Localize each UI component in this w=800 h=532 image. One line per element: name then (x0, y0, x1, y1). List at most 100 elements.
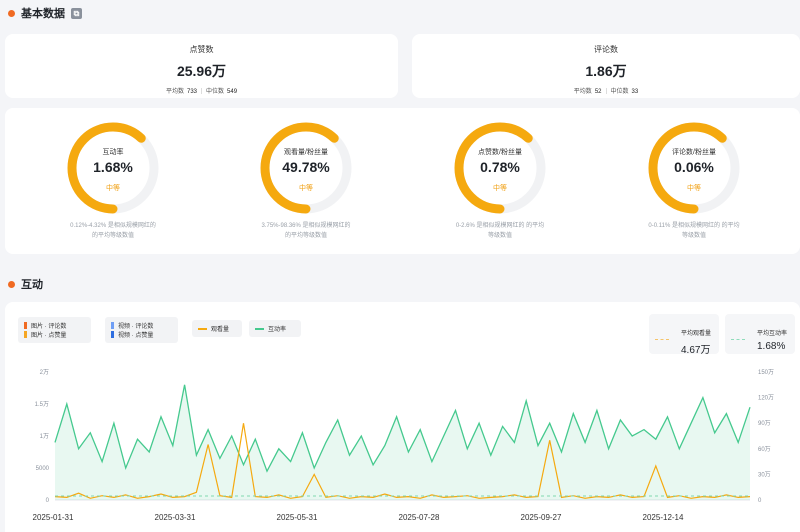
avg-views-box: 平均观看量 4.67万 (649, 314, 719, 356)
comments-card: 评论数 1.86万 平均数 52 中位数 33 (412, 34, 800, 98)
likes-card: 点赞数 25.96万 平均数 733 中位数 549 (5, 34, 398, 98)
gauge-value: 0.06% (674, 159, 714, 175)
comments-label: 评论数 (594, 45, 618, 54)
comments-avg-label: 平均数 (573, 89, 592, 95)
image-likes-swatch (24, 331, 27, 338)
likes-sub: 平均数 733 中位数 549 (5, 86, 398, 95)
avg-rate-label: 平均互动率 (757, 331, 788, 337)
comments-median-label: 中位数 (610, 89, 629, 95)
image-comments-swatch (24, 322, 27, 329)
legend-video[interactable]: 视频 · 评论数 视频 · 点赞量 (105, 317, 178, 343)
legend-views-label: 观看量 (211, 327, 230, 333)
legend-item: 图片 · 评论数 (24, 321, 85, 330)
right-axis-tick: 120万 (758, 395, 774, 402)
avg-rate-value: 1.68% (757, 341, 786, 352)
copy-icon[interactable]: ⧉ (71, 7, 82, 19)
gauge-note: 0-2.6% 是相似规模网红的 的平均 等级数值 (425, 221, 575, 241)
avg-views-dash (655, 339, 669, 340)
legend-item: 互动率 (255, 324, 295, 333)
left-axis-tick: 2万 (40, 369, 49, 376)
gauge-note-line: 3.75%-98.36% 是相似规模网红的 (261, 223, 351, 229)
left-axis-tick: 5000 (36, 466, 50, 472)
gauge-note: 0.12%-4.32% 是相似规模网红的 的平均等级数值 (38, 221, 188, 241)
basic-data-title: 基本数据 (21, 8, 65, 20)
avg-rate-box: 平均互动率 1.68% (725, 314, 795, 354)
likes-median-label: 中位数 (206, 89, 225, 95)
gauge-ring (67, 122, 159, 214)
section-dot (8, 9, 15, 17)
likes-value: 25.96万 (176, 63, 227, 79)
gauge-views-followers: 观看量/粉丝量 49.78% 中等 (258, 120, 354, 216)
gauge-note-line: 0.12%-4.32% 是相似规模网红的 (70, 223, 156, 229)
avg-views-label: 平均观看量 (681, 331, 712, 337)
video-likes-swatch (111, 331, 114, 338)
gauge-note-line: 0-2.6% 是相似规模网红的 的平均 (455, 223, 545, 229)
gauge-level: 中等 (687, 185, 701, 192)
x-axis-tick: 2025-12-14 (643, 513, 684, 522)
likes-label: 点赞数 (189, 45, 214, 54)
right-axis-tick: 90万 (758, 420, 771, 427)
gauge-label: 评论数/粉丝量 (672, 149, 716, 156)
basic-data-heading: 基本数据 ⧉ (8, 5, 82, 21)
gauge-level: 中等 (299, 185, 313, 192)
views-line (54, 423, 751, 499)
x-axis-tick: 2025-01-31 (33, 513, 74, 522)
likes-avg: 733 (186, 89, 197, 95)
legend-rate[interactable]: 互动率 (249, 320, 301, 337)
legend-video-likes: 视频 · 点赞量 (118, 333, 154, 339)
avg-views-value: 4.67万 (681, 345, 711, 356)
gauge-note-line: 等级数值 (681, 233, 706, 239)
gauge-label: 互动率 (102, 149, 124, 156)
likes-median: 549 (227, 89, 238, 95)
rate-area (55, 384, 750, 500)
legend-views[interactable]: 观看量 (192, 320, 242, 337)
ratio-gauges-card: 互动率 1.68% 中等 0.12%-4.32% 是相似规模网红的 的平均等级数… (5, 108, 800, 254)
gauge-note-line: 0-0.11% 是相似规模网红的 的平均 (648, 223, 740, 229)
right-axis-tick: 30万 (758, 471, 771, 478)
left-axis-tick: 1.5万 (35, 401, 49, 408)
gauge-note-line: 等级数值 (487, 233, 512, 239)
video-comments-swatch (111, 322, 114, 329)
divider (605, 88, 607, 95)
legend-item: 视频 · 点赞量 (111, 330, 172, 339)
left-axis-tick: 0 (46, 498, 50, 504)
gauge-note-line: 的平均等级数值 (91, 233, 134, 239)
gauge-ring (648, 122, 740, 214)
right-axis-tick: 0 (758, 498, 762, 504)
x-axis-tick: 2025-03-31 (155, 513, 196, 522)
gauge-level: 中等 (106, 185, 120, 192)
interaction-heading: 互动 (8, 276, 43, 292)
x-axis-tick: 2025-09-27 (521, 513, 562, 522)
legend-video-comments: 视频 · 评论数 (118, 324, 154, 330)
interaction-title: 互动 (21, 279, 43, 291)
x-axis-tick: 2025-05-31 (277, 513, 318, 522)
gauge-note: 3.75%-98.36% 是相似规模网红的 的平均等级数值 (231, 221, 381, 241)
rate-swatch (255, 327, 264, 330)
comments-median: 33 (631, 89, 639, 95)
legend-image-likes: 图片 · 点赞量 (31, 333, 67, 339)
legend-image-comments: 图片 · 评论数 (31, 324, 67, 330)
gauge-value: 49.78% (282, 159, 330, 175)
rate-line (54, 384, 751, 473)
section-dot (8, 280, 15, 288)
divider (201, 88, 202, 95)
gauge-interaction-rate: 互动率 1.68% 中等 (65, 120, 161, 216)
gauge-ring (260, 122, 352, 214)
interaction-chart-card: 图片 · 评论数 图片 · 点赞量 视频 · 评论数 视频 · 点赞量 观看量 … (5, 302, 800, 532)
legend-item: 观看量 (198, 324, 236, 333)
gauge-value: 1.68% (93, 159, 133, 175)
interaction-chart: 0 5000 1万 1.5万 2万 0 30万 60万 90万 120万 150万 2025-01-3… (33, 369, 774, 522)
x-axis-tick: 2025-07-28 (399, 513, 440, 522)
avg-rate-dash (731, 339, 745, 340)
legend-image[interactable]: 图片 · 评论数 图片 · 点赞量 (18, 317, 91, 343)
gauge-value: 0.78% (480, 159, 520, 175)
gauge-comments-followers: 评论数/粉丝量 0.06% 中等 (646, 120, 742, 216)
gauge-label: 观看量/粉丝量 (284, 149, 328, 156)
gauge-ring (454, 122, 546, 214)
gauge-note-line: 的平均等级数值 (284, 233, 327, 239)
legend-item: 图片 · 点赞量 (24, 330, 85, 339)
likes-avg-label: 平均数 (165, 89, 184, 95)
comments-value: 1.86万 (585, 63, 627, 79)
legend-item: 视频 · 评论数 (111, 321, 172, 330)
left-axis-tick: 1万 (40, 433, 49, 440)
